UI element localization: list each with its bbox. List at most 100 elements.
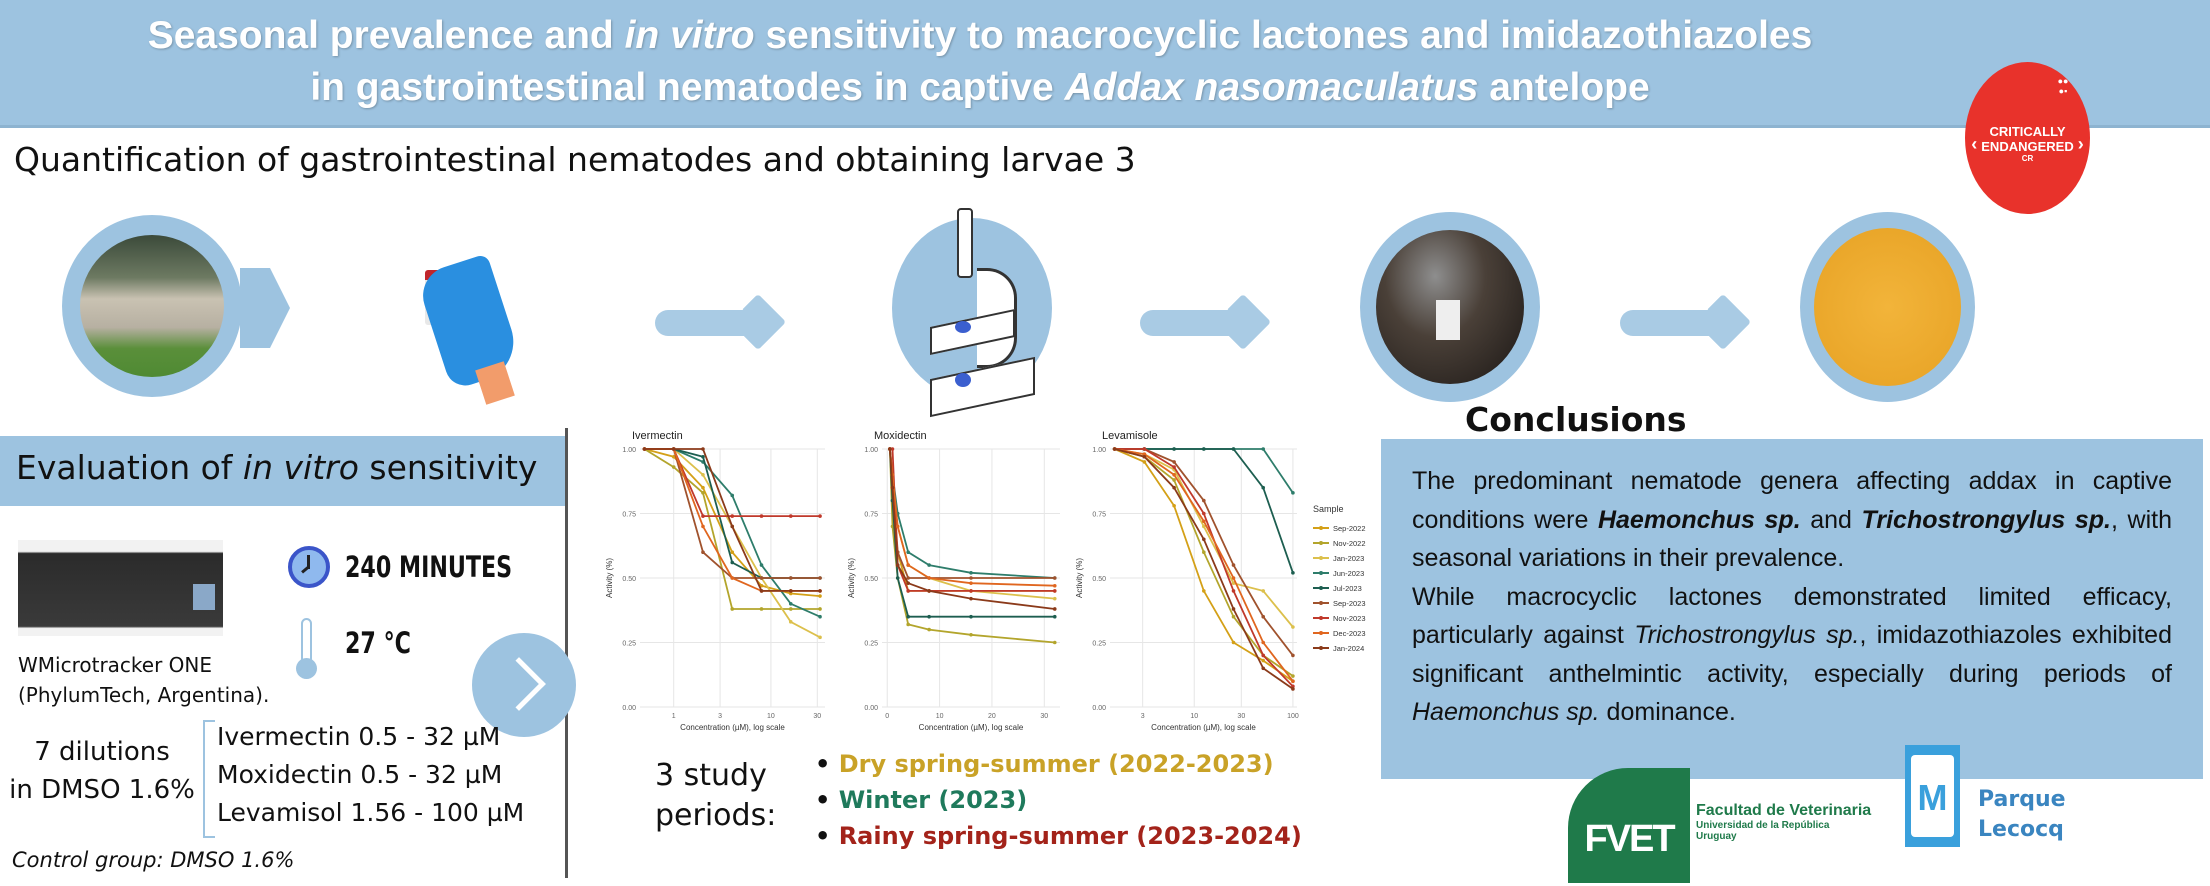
data-point (1172, 447, 1176, 451)
fvet-name: Facultad de Veterinaria (1696, 802, 1872, 819)
data-point (906, 581, 910, 585)
series-line-nov-2023 (1114, 448, 1294, 688)
microscope-icon (915, 208, 1040, 418)
conclusions-heading: Conclusions (1465, 400, 1687, 439)
data-point (1261, 640, 1266, 645)
data-point (788, 514, 793, 518)
title-text: Seasonal prevalence and (147, 14, 625, 57)
x-tick-label: 3 (1141, 713, 1145, 720)
data-point (1142, 454, 1147, 459)
data-point (888, 447, 892, 451)
data-point (788, 607, 793, 611)
fecal-culture-jar-photo (1376, 230, 1524, 384)
heading-text: sensitivity (358, 448, 538, 487)
data-point (701, 514, 705, 518)
data-point (730, 560, 735, 565)
legend-swatch-point (1319, 601, 1323, 605)
bullet-icon: • (815, 750, 839, 778)
control-group: Control group: DMSO 1.6% (12, 848, 295, 872)
data-point (1261, 589, 1266, 593)
y-tick-label: 0.25 (1092, 641, 1106, 648)
incubation-temperature: 27 °C (345, 626, 411, 660)
y-tick-label: 1.00 (1092, 447, 1106, 454)
x-tick-label: 0 (885, 713, 889, 720)
larvae-photo-frame (1800, 212, 1975, 402)
x-tick-label: 1 (672, 713, 676, 720)
data-point (788, 576, 793, 580)
data-point (788, 602, 793, 606)
genus-trichostrongylus: Trichostrongylus sp. (1634, 621, 1860, 649)
evaluation-panel: Evaluation of in vitro sensitivity WMicr… (0, 428, 576, 878)
x-tick-label: 30 (813, 713, 821, 720)
data-point (1231, 576, 1236, 580)
series-line-nov-2023 (644, 448, 820, 517)
data-point (927, 576, 931, 580)
ivermectin-range: Ivermectin 0.5 - 32 µM (217, 722, 501, 751)
x-tick-label: 10 (936, 713, 944, 720)
data-point (890, 447, 895, 451)
data-point (969, 589, 973, 593)
y-axis-label: Activity (%) (605, 558, 614, 598)
data-point (818, 576, 822, 580)
y-tick-label: 0.75 (622, 512, 636, 519)
legend-swatch-point (1319, 571, 1323, 575)
data-point (730, 576, 735, 580)
series-line-nov-2022 (1114, 448, 1294, 677)
data-point (818, 635, 822, 640)
text: , with seasonal variations in their prev… (1412, 505, 2172, 573)
series-line-jan-2024 (1114, 448, 1294, 690)
addax-photo (80, 235, 224, 377)
data-point (906, 622, 910, 627)
legend-item: Nov-2022 (1333, 539, 1366, 548)
data-point (927, 589, 931, 593)
data-point (730, 514, 735, 518)
legend-swatch-point (1319, 616, 1323, 620)
data-point (1291, 653, 1295, 658)
title-text: in gastrointestinal nematodes in captive (310, 66, 1065, 109)
text: , imidazothiazoles exhibited significant… (1412, 621, 2172, 688)
x-tick-label: 30 (1040, 713, 1048, 720)
thermometer-icon (296, 618, 318, 680)
data-point (642, 447, 647, 451)
data-point (1202, 550, 1206, 554)
period-rainy: Rainy spring-summer (2023-2024) (838, 822, 1302, 850)
data-point (671, 454, 676, 459)
series-line-jan-2024 (644, 448, 820, 592)
series-line-nov-2022 (889, 448, 1055, 644)
parque-line-1: Parque (1978, 787, 2066, 812)
heading-italic: in vitro (242, 448, 359, 487)
period-dry: Dry spring-summer (2022-2023) (838, 750, 1274, 778)
y-tick-label: 0.00 (1092, 705, 1106, 712)
parque-line-2: Lecocq (1978, 817, 2064, 842)
x-axis-label: Concentration (µM), log scale (680, 723, 785, 732)
data-point (818, 514, 822, 518)
series-line-dec-2023 (1114, 448, 1294, 682)
conclusion-paragraph-1: The predominant nematode genera affectin… (1412, 462, 2172, 578)
study-periods-label-2: periods: (655, 798, 777, 833)
y-tick-label: 0.50 (622, 576, 636, 583)
period-winter: Winter (2023) (838, 786, 1028, 814)
series-line-sep-2022 (644, 448, 821, 597)
text: While macrocyclic lactones demonstrated … (1412, 582, 2172, 650)
moxidectin-range: Moxidectin 0.5 - 32 µM (217, 760, 503, 789)
arrow-right-icon (1140, 310, 1255, 336)
gloved-hand-sample-icon (415, 250, 530, 410)
heading-text: Evaluation of (16, 448, 243, 487)
data-point (1261, 614, 1266, 619)
data-point (1172, 478, 1176, 482)
x-tick-label: 30 (1237, 713, 1245, 720)
period-item: • Winter (2023) (815, 782, 1302, 818)
data-point (1231, 563, 1236, 567)
data-point (759, 576, 764, 580)
conclusions-box (1381, 439, 2203, 779)
concentration-list: Ivermectin 0.5 - 32 µM Moxidectin 0.5 - … (217, 718, 524, 832)
data-point (1261, 447, 1266, 451)
y-tick-label: 0.00 (622, 705, 636, 712)
parque-mark: M (1911, 755, 1954, 837)
data-point (1052, 596, 1057, 601)
y-axis-label: Activity (%) (847, 558, 856, 598)
badge-code: CR (2021, 154, 2034, 163)
x-axis-label: Concentration (µM), log scale (919, 723, 1024, 732)
badge-text: ‹ CRITICALLY ENDANGERED CR › (1965, 124, 2090, 164)
